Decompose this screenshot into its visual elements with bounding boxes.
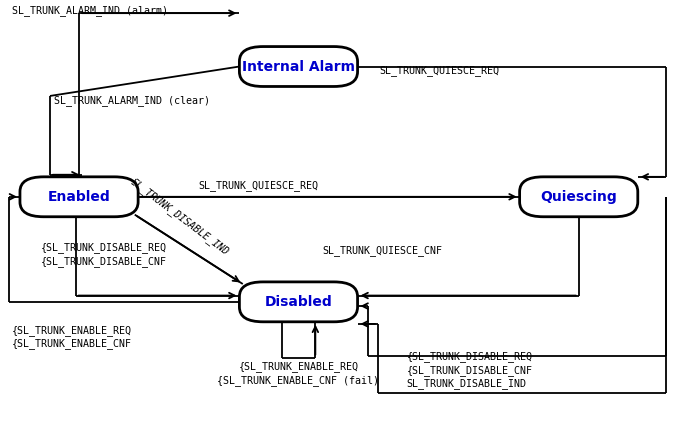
Text: SL_TRUNK_QUIESCE_CNF: SL_TRUNK_QUIESCE_CNF — [322, 245, 442, 255]
Text: Internal Alarm: Internal Alarm — [242, 60, 355, 74]
Text: {SL_TRUNK_ENABLE_REQ: {SL_TRUNK_ENABLE_REQ — [12, 325, 132, 336]
Text: {SL_TRUNK_DISABLE_CNF: {SL_TRUNK_DISABLE_CNF — [41, 255, 167, 266]
Text: SL_TRUNK_QUIESCE_REQ: SL_TRUNK_QUIESCE_REQ — [380, 65, 500, 76]
Text: Disabled: Disabled — [264, 295, 332, 309]
FancyBboxPatch shape — [519, 177, 638, 217]
Text: {SL_TRUNK_ENABLE_CNF: {SL_TRUNK_ENABLE_CNF — [12, 338, 132, 349]
Text: SL_TRUNK_ALARM_IND (alarm): SL_TRUNK_ALARM_IND (alarm) — [12, 5, 167, 16]
Text: {SL_TRUNK_ENABLE_REQ: {SL_TRUNK_ENABLE_REQ — [239, 361, 359, 372]
Text: SL_TRUNK_DISABLE_IND: SL_TRUNK_DISABLE_IND — [407, 378, 527, 389]
Text: SL_TRUNK_ALARM_IND (clear): SL_TRUNK_ALARM_IND (clear) — [54, 95, 210, 106]
Text: Enabled: Enabled — [47, 190, 111, 204]
Text: {SL_TRUNK_DISABLE_CNF: {SL_TRUNK_DISABLE_CNF — [407, 365, 532, 376]
FancyBboxPatch shape — [20, 177, 138, 217]
FancyBboxPatch shape — [239, 47, 357, 86]
Text: Quiescing: Quiescing — [540, 190, 617, 204]
Text: {SL_TRUNK_DISABLE_REQ: {SL_TRUNK_DISABLE_REQ — [407, 351, 532, 362]
Text: SL_TRUNK_QUIESCE_REQ: SL_TRUNK_QUIESCE_REQ — [198, 180, 318, 191]
FancyBboxPatch shape — [239, 282, 357, 322]
Text: {SL_TRUNK_DISABLE_REQ: {SL_TRUNK_DISABLE_REQ — [41, 242, 167, 253]
Text: {SL_TRUNK_ENABLE_CNF (fail): {SL_TRUNK_ENABLE_CNF (fail) — [218, 375, 380, 386]
Text: SL_TRUNK_DISABLE_IND: SL_TRUNK_DISABLE_IND — [129, 176, 231, 258]
